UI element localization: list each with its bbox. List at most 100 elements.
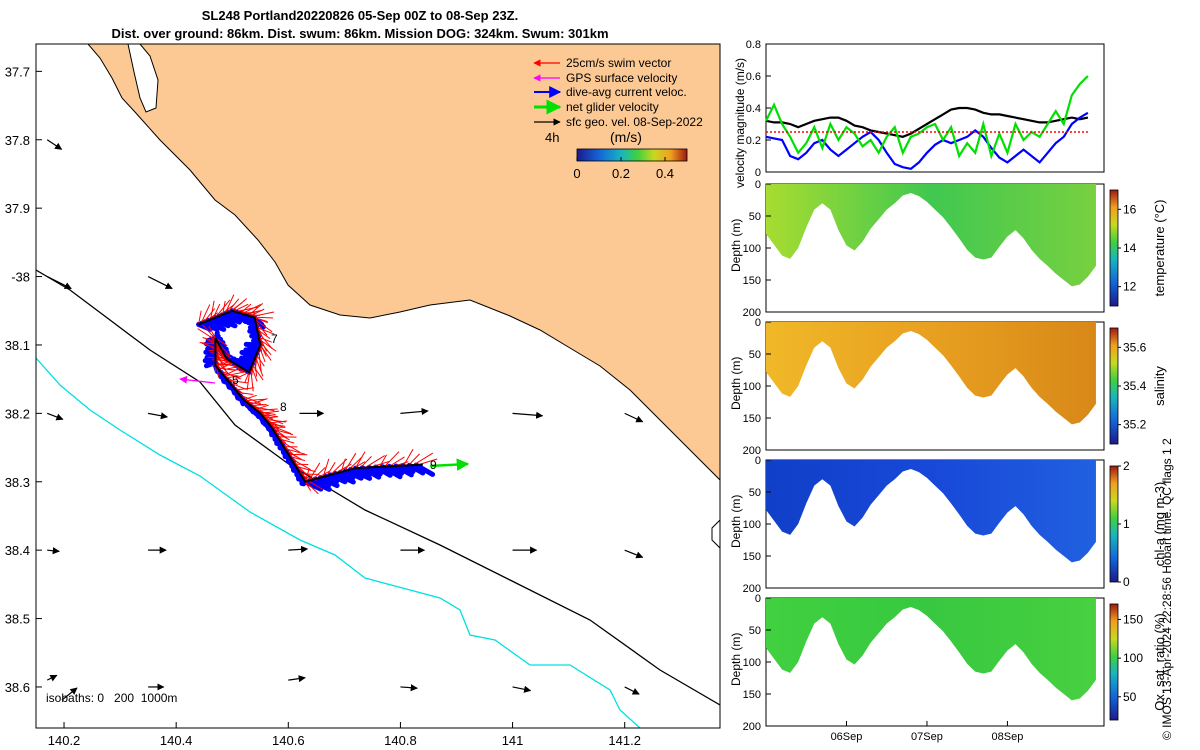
geo-velocity-vector	[47, 547, 60, 555]
map-x-tick-label: 140.6	[272, 733, 305, 748]
swim-vector	[255, 354, 265, 367]
swim-vector	[258, 336, 272, 343]
current-vector	[327, 472, 348, 485]
swim-vector	[225, 375, 240, 379]
velocity-series-line	[765, 106, 1089, 138]
track-label-7: 7	[271, 332, 278, 346]
swim-vector	[215, 362, 235, 366]
swim-vector	[273, 430, 290, 441]
swim-vector	[304, 468, 310, 482]
swim-vector	[340, 458, 346, 473]
swim-vector	[256, 328, 271, 340]
geostrophic-vectors	[46, 139, 644, 695]
current-vector	[202, 319, 227, 332]
section-y-tick-label: 150	[743, 551, 761, 563]
section-data-fill	[766, 460, 1096, 563]
swim-vector	[270, 425, 288, 439]
section-y-tick-label: 0	[755, 593, 761, 605]
colorbar-unit-label: (m/s)	[610, 129, 642, 145]
isobaths-label: isobaths: 0 200 1000m	[46, 691, 177, 705]
current-vector	[243, 341, 263, 348]
map-y-tick-label: 38.1	[5, 338, 30, 353]
swim-vector	[210, 300, 215, 320]
section-y-tick-label: 100	[743, 519, 761, 531]
swim-vector	[348, 457, 362, 471]
swim-vector	[241, 304, 261, 315]
section-colorbar-tick-label: 0	[1123, 575, 1130, 589]
section-y-tick-label: 50	[749, 349, 761, 361]
geo-velocity-vector	[46, 139, 63, 150]
map-x-axis: 140.2 140.4 140.6 140.8 141 141.2	[48, 722, 641, 748]
glider-track-line	[198, 309, 423, 483]
current-vector	[239, 355, 258, 362]
geo-velocity-vector	[147, 276, 173, 290]
section-colorbar-tick-label: 150	[1123, 612, 1143, 626]
swim-vector	[278, 438, 295, 444]
swim-vector	[249, 308, 265, 317]
section-x-tick-label: 08Sep	[992, 731, 1024, 743]
section-colorbar-tick-label: 100	[1123, 651, 1143, 665]
map-colorbar-tick-label: 0.2	[612, 166, 630, 181]
current-vector	[307, 477, 332, 492]
swim-vector	[254, 317, 268, 324]
current-vector	[203, 360, 218, 369]
map-x-tick-label: 140.8	[384, 733, 417, 748]
velocity-y-axis: 0 0.2 0.4 0.6 0.8	[746, 39, 771, 179]
current-vector	[393, 463, 414, 478]
swim-vector	[236, 371, 250, 379]
section-y-tick-label: 150	[743, 413, 761, 425]
map-y-tick-label: -38	[11, 270, 30, 285]
legend-current: dive-avg current veloc.	[566, 85, 687, 99]
section-colorbar	[1109, 327, 1119, 445]
velocity-y-tick-label: 0.2	[746, 135, 761, 147]
swim-vector	[258, 338, 277, 352]
swim-vector	[229, 382, 247, 390]
section-temperature: 0 50 100 150 200 Depth (m) 12 14 16 temperature (…	[729, 179, 1167, 319]
section-colorbar-tick-label: 35.4	[1123, 379, 1147, 393]
swim-vector	[379, 454, 387, 468]
current-vector	[353, 465, 372, 479]
swim-vector	[250, 366, 258, 382]
geo-velocity-vector	[624, 686, 640, 695]
section-data-fill	[766, 184, 1096, 287]
copyright-text: © IMOS 13-Apr-2024 22:28:56 Hobart time.…	[1160, 438, 1174, 740]
velocity-y-tick-label: 0.8	[746, 39, 761, 51]
swim-vector	[253, 316, 274, 319]
section-y-tick-label: 150	[743, 689, 761, 701]
swim-vector	[311, 466, 326, 481]
swim-vector	[269, 423, 285, 427]
current-vector	[243, 347, 261, 353]
geo-velocity-vector	[512, 685, 532, 693]
section-colorbar-label: chl-a (mg m-3)	[1152, 482, 1167, 567]
island	[127, 44, 159, 113]
section-ylabel: Depth (m)	[729, 633, 743, 686]
swim-vector	[201, 342, 222, 351]
swim-vector	[215, 337, 228, 347]
swim-vector	[272, 428, 294, 436]
map-colorbar	[576, 148, 688, 162]
swim-vector	[239, 303, 252, 314]
section-y-tick-label: 50	[749, 211, 761, 223]
section-oxygen: 0 50 100 150 200 Depth (m) 50 100 150 Ox. sat. ra…	[729, 593, 1167, 743]
section-colorbar-label: salinity	[1152, 366, 1167, 406]
track-label-8: 8	[280, 400, 287, 414]
section-colorbar-tick-label: 12	[1123, 280, 1137, 294]
geo-velocity-vector	[400, 684, 418, 692]
scale-vector-arrow	[61, 687, 78, 701]
swim-vector	[322, 458, 330, 478]
swim-vector	[223, 366, 242, 377]
velocity-series-line	[765, 75, 1089, 160]
swim-vector	[255, 321, 268, 336]
section-y-tick-label: 50	[749, 625, 761, 637]
map-panel: 5 7 8 9 isobaths: 0 200 1000m 140.2 140.4…	[5, 43, 721, 748]
section-colorbar-tick-label: 1	[1123, 517, 1130, 531]
section-colorbar-tick-label: 50	[1123, 690, 1137, 704]
geo-velocity-vector	[46, 276, 72, 290]
swim-vector	[210, 361, 232, 367]
section-data-fill	[766, 598, 1096, 701]
swim-vector	[227, 379, 249, 384]
swim-vector	[326, 462, 336, 477]
swim-vector	[256, 326, 275, 335]
map-colorbar-tick-label: 0	[573, 166, 580, 181]
swim-vector	[269, 424, 292, 435]
